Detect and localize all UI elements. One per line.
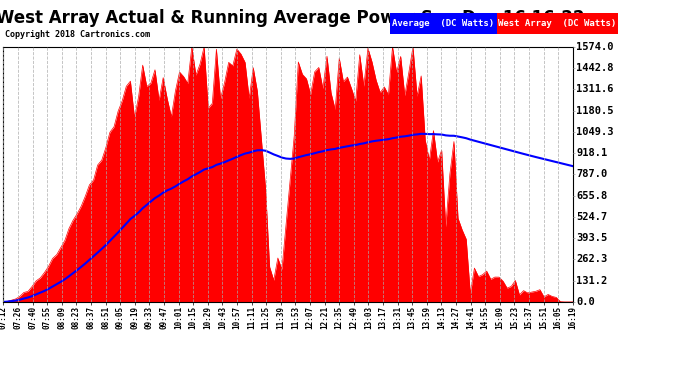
Text: 524.7: 524.7 <box>576 212 607 222</box>
Text: 262.3: 262.3 <box>576 254 607 264</box>
Text: 655.8: 655.8 <box>576 190 607 201</box>
Text: 0.0: 0.0 <box>576 297 595 307</box>
Text: 131.2: 131.2 <box>576 276 607 286</box>
Text: 1311.6: 1311.6 <box>576 84 613 94</box>
Text: Copyright 2018 Cartronics.com: Copyright 2018 Cartronics.com <box>5 30 150 39</box>
Text: 1180.5: 1180.5 <box>576 106 613 116</box>
Text: 1442.8: 1442.8 <box>576 63 613 73</box>
Text: 787.0: 787.0 <box>576 170 607 179</box>
Text: West Array Actual & Running Average Power Sun Dec 16 16:22: West Array Actual & Running Average Powe… <box>0 9 584 27</box>
Text: 918.1: 918.1 <box>576 148 607 158</box>
Text: 393.5: 393.5 <box>576 233 607 243</box>
Text: Average  (DC Watts): Average (DC Watts) <box>392 19 495 28</box>
Text: West Array  (DC Watts): West Array (DC Watts) <box>498 19 616 28</box>
Text: 1049.3: 1049.3 <box>576 127 613 137</box>
Text: 1574.0: 1574.0 <box>576 42 613 52</box>
